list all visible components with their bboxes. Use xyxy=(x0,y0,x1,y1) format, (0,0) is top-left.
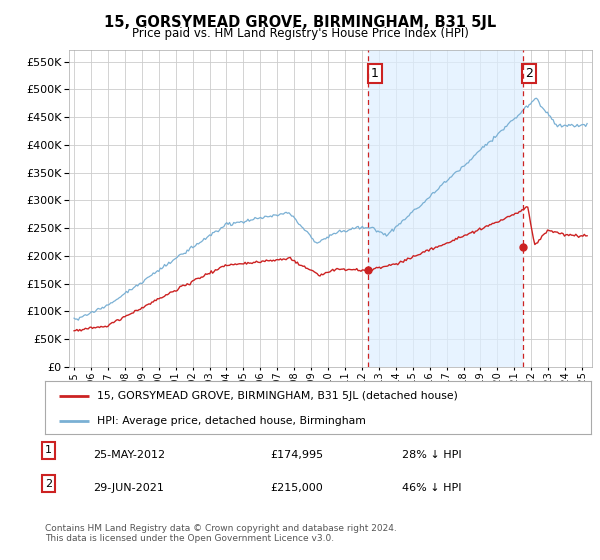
Text: 46% ↓ HPI: 46% ↓ HPI xyxy=(402,483,461,493)
Text: 25-MAY-2012: 25-MAY-2012 xyxy=(93,450,165,460)
Text: 1: 1 xyxy=(371,67,379,80)
Text: 2: 2 xyxy=(45,479,52,489)
Bar xyxy=(368,50,523,367)
Text: 28% ↓ HPI: 28% ↓ HPI xyxy=(402,450,461,460)
Text: 2: 2 xyxy=(525,67,533,80)
Text: £174,995: £174,995 xyxy=(270,450,323,460)
Text: 15, GORSYMEAD GROVE, BIRMINGHAM, B31 5JL (detached house): 15, GORSYMEAD GROVE, BIRMINGHAM, B31 5JL… xyxy=(97,391,458,401)
Text: HPI: Average price, detached house, Birmingham: HPI: Average price, detached house, Birm… xyxy=(97,416,366,426)
Text: 15, GORSYMEAD GROVE, BIRMINGHAM, B31 5JL: 15, GORSYMEAD GROVE, BIRMINGHAM, B31 5JL xyxy=(104,15,496,30)
Text: Price paid vs. HM Land Registry's House Price Index (HPI): Price paid vs. HM Land Registry's House … xyxy=(131,27,469,40)
Text: 29-JUN-2021: 29-JUN-2021 xyxy=(93,483,164,493)
Text: £215,000: £215,000 xyxy=(270,483,323,493)
Text: Contains HM Land Registry data © Crown copyright and database right 2024.
This d: Contains HM Land Registry data © Crown c… xyxy=(45,524,397,543)
Text: 1: 1 xyxy=(45,445,52,455)
